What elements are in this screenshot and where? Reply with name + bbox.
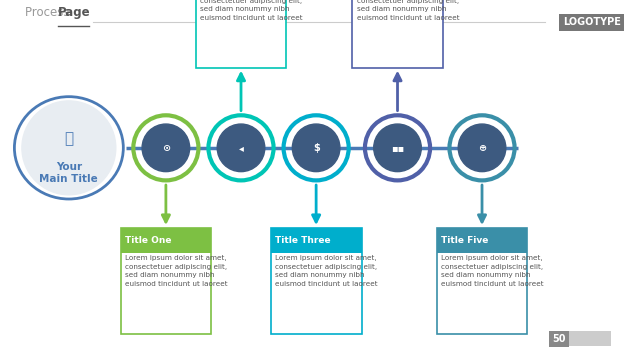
FancyBboxPatch shape [270, 228, 361, 252]
Text: 👥: 👥 [64, 132, 73, 146]
Ellipse shape [292, 124, 340, 172]
Text: ⊕: ⊕ [478, 143, 486, 153]
Text: Page: Page [58, 6, 90, 19]
Text: LOGOTYPE: LOGOTYPE [563, 17, 620, 27]
Text: $: $ [313, 143, 319, 153]
Text: Lorem ipsum dolor sit amet,
consectetuer adipiscing elit,
sed diam nonummy nibh
: Lorem ipsum dolor sit amet, consectetuer… [275, 255, 377, 287]
Text: Lorem ipsum dolor sit amet,
consectetuer adipiscing elit,
sed diam nonummy nibh
: Lorem ipsum dolor sit amet, consectetuer… [125, 255, 227, 287]
FancyBboxPatch shape [195, 0, 287, 68]
Ellipse shape [142, 124, 190, 172]
Text: Title Five: Title Five [441, 236, 488, 245]
Ellipse shape [458, 124, 506, 172]
Text: ▪▪: ▪▪ [391, 143, 404, 153]
FancyBboxPatch shape [352, 0, 443, 68]
FancyBboxPatch shape [437, 228, 527, 252]
Text: Process: Process [25, 6, 73, 19]
FancyBboxPatch shape [437, 228, 527, 333]
Text: Your
Main Title: Your Main Title [39, 162, 98, 184]
Ellipse shape [374, 124, 421, 172]
FancyBboxPatch shape [568, 331, 611, 346]
Text: Lorem ipsum dolor sit amet,
consectetuer adipiscing elit,
sed diam nonummy nibh
: Lorem ipsum dolor sit amet, consectetuer… [441, 255, 543, 287]
FancyBboxPatch shape [120, 228, 212, 252]
Text: Title One: Title One [125, 236, 172, 245]
Ellipse shape [22, 101, 116, 195]
FancyBboxPatch shape [270, 228, 361, 333]
Text: ◂: ◂ [239, 143, 244, 153]
Text: ⊙: ⊙ [162, 143, 170, 153]
Text: 50: 50 [552, 334, 566, 344]
Ellipse shape [217, 124, 265, 172]
Text: Lorem ipsum dolor sit amet,
consectetuer adipiscing elit,
sed diam nonummy nibh
: Lorem ipsum dolor sit amet, consectetuer… [357, 0, 459, 21]
Text: Title Three: Title Three [275, 236, 331, 245]
Text: Lorem ipsum dolor sit amet,
consectetuer adipiscing elit,
sed diam nonummy nibh
: Lorem ipsum dolor sit amet, consectetuer… [200, 0, 302, 21]
FancyBboxPatch shape [120, 228, 212, 333]
